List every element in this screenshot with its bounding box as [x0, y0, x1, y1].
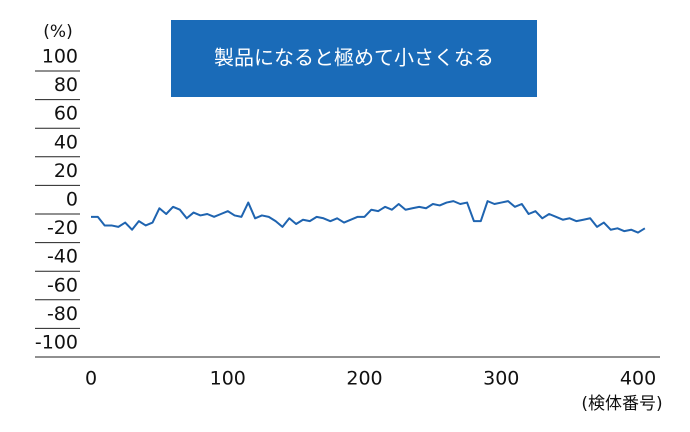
y-axis-label: (%) [43, 22, 72, 42]
y-tick-label: 60 [54, 103, 78, 125]
y-tick-label: 100 [42, 46, 78, 68]
x-tick-label: 0 [85, 368, 97, 390]
y-tick-label: 20 [54, 160, 78, 182]
y-tick-label: -20 [47, 217, 78, 239]
y-tick-label: -80 [47, 303, 78, 325]
chart-title: 製品になると極めて小さくなる [214, 46, 494, 70]
x-tick-label: 200 [346, 368, 382, 390]
y-tick-label: -100 [35, 332, 78, 354]
x-tick-label: 400 [620, 368, 656, 390]
title-box [171, 20, 537, 97]
y-tick-label: -60 [47, 274, 78, 296]
x-axis-label: (検体番号) [581, 394, 662, 414]
data-line [91, 200, 646, 234]
y-tick-label: 40 [54, 131, 78, 153]
x-tick-label: 100 [210, 368, 246, 390]
y-tick-label: -40 [47, 246, 78, 268]
x-tick-label: 300 [483, 368, 519, 390]
y-tick-label: 0 [66, 189, 78, 211]
y-tick-label: 80 [54, 74, 78, 96]
